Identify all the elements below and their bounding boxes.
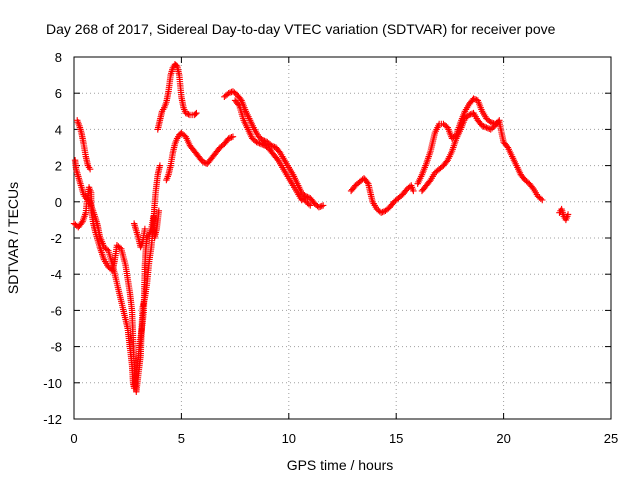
data-point-plus xyxy=(269,143,277,150)
data-point-plus xyxy=(86,166,94,173)
y-tick-label: -4 xyxy=(50,267,62,282)
x-axis-label: GPS time / hours xyxy=(287,457,394,473)
data-point-plus xyxy=(481,123,489,131)
data-point-plus xyxy=(379,208,386,216)
data-point-plus xyxy=(192,110,199,118)
data-point-plus xyxy=(228,134,235,141)
data-point-plus xyxy=(319,202,327,209)
data-point-plus xyxy=(141,225,149,233)
x-tick-label: 5 xyxy=(178,431,185,446)
data-point-plus xyxy=(487,118,494,126)
data-point-plus xyxy=(539,196,546,204)
data-point-plus xyxy=(496,117,503,124)
data-point-plus xyxy=(253,138,260,146)
data-point-plus xyxy=(185,111,192,118)
data-point-plus xyxy=(471,96,479,103)
data-point-plus xyxy=(225,135,232,142)
data-point-plus xyxy=(364,179,371,186)
data-point-plus xyxy=(317,203,324,210)
x-tick-label: 20 xyxy=(496,431,510,446)
x-tick-label: 0 xyxy=(70,431,77,446)
y-tick-label: 8 xyxy=(55,50,62,65)
data-point-plus xyxy=(116,244,124,251)
data-point-plus xyxy=(480,123,487,130)
y-tick-label: 0 xyxy=(55,195,62,210)
data-point-plus xyxy=(268,142,275,149)
y-tick-label: -10 xyxy=(43,376,62,391)
data-point-plus xyxy=(257,140,265,148)
data-point-plus xyxy=(483,124,490,131)
y-tick-label: -12 xyxy=(43,412,62,427)
data-point-plus xyxy=(172,61,180,69)
grid-lines xyxy=(74,57,611,419)
data-point-plus xyxy=(466,111,473,119)
y-tick-label: 6 xyxy=(55,86,62,101)
data-point-plus xyxy=(478,122,486,129)
x-tick-label: 10 xyxy=(282,431,296,446)
y-tick-label: 2 xyxy=(55,159,62,174)
data-point-plus xyxy=(254,139,262,146)
data-point-plus xyxy=(235,101,242,108)
y-tick-label: -6 xyxy=(50,303,62,318)
data-point-plus xyxy=(182,109,189,117)
data-point-plus xyxy=(156,162,164,169)
data-point-plus xyxy=(261,137,268,145)
x-tick-label: 25 xyxy=(604,431,618,446)
data-point-plus xyxy=(228,88,235,96)
y-tick-label: -2 xyxy=(50,231,62,246)
y-tick-label: -8 xyxy=(50,340,62,355)
data-point-plus xyxy=(315,204,323,211)
data-point-plus xyxy=(259,137,267,144)
data-point-plus xyxy=(193,109,200,117)
data-point-plus xyxy=(486,125,493,132)
data-point-plus xyxy=(410,187,417,195)
data-point-plus xyxy=(226,134,234,142)
y-tick-label: 4 xyxy=(55,122,62,137)
data-point-plus xyxy=(318,202,325,210)
x-tick-label: 15 xyxy=(389,431,403,446)
data-point-plus xyxy=(103,246,111,253)
data-markers xyxy=(70,61,572,396)
data-point-plus xyxy=(377,209,385,216)
data-point-plus xyxy=(467,111,474,118)
data-point-plus xyxy=(259,141,266,148)
data-point-plus xyxy=(537,195,545,202)
data-point-plus xyxy=(470,95,477,102)
data-point-plus xyxy=(183,110,191,117)
data-point-plus xyxy=(256,140,263,147)
chart-title: Day 268 of 2017, Sidereal Day-to-day VTE… xyxy=(46,21,556,37)
data-point-plus xyxy=(199,158,207,166)
data-point-plus xyxy=(229,133,237,140)
data-point-plus xyxy=(305,201,313,208)
data-point-plus xyxy=(495,118,502,125)
data-point-plus xyxy=(155,207,163,215)
y-axis-label: SDTVAR / TECUs xyxy=(5,182,21,294)
data-point-plus xyxy=(564,211,572,218)
data-point-plus xyxy=(307,202,314,209)
data-point-plus xyxy=(225,90,232,97)
